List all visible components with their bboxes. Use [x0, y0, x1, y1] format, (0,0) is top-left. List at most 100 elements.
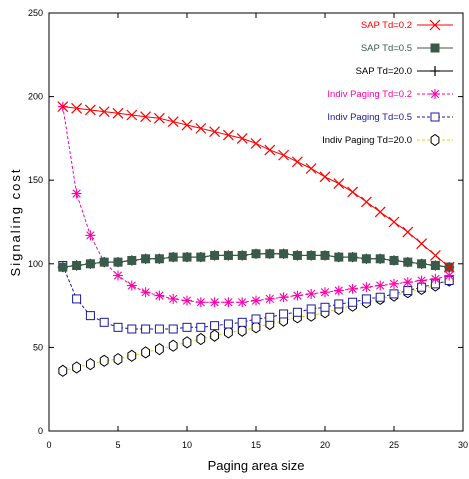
y-tick-label: 250 [28, 8, 43, 18]
data-point [182, 295, 192, 306]
data-point [72, 260, 82, 270]
data-point [182, 322, 192, 332]
data-point [237, 324, 247, 337]
data-point [223, 319, 233, 329]
data-point [141, 254, 151, 264]
data-point [237, 297, 248, 308]
data-point [375, 254, 385, 264]
y-tick-label: 50 [33, 342, 43, 352]
data-point [168, 324, 178, 334]
data-point [113, 257, 123, 267]
data-point [168, 339, 178, 352]
legend-marker [430, 43, 440, 53]
data-point [154, 324, 164, 334]
data-point [182, 252, 192, 262]
data-point [360, 196, 372, 208]
data-point [196, 322, 206, 332]
data-point [153, 112, 165, 124]
x-tick-label: 15 [251, 440, 261, 450]
data-point [141, 324, 151, 334]
legend-label: SAP Td=0.2 [361, 20, 412, 31]
data-point [389, 289, 399, 299]
data-point [251, 321, 261, 334]
data-point [403, 257, 413, 267]
data-point [417, 259, 427, 269]
data-point [416, 238, 428, 250]
data-point [57, 101, 69, 113]
data-point [155, 342, 164, 356]
y-tick-label: 0 [38, 426, 43, 436]
data-point [430, 273, 441, 284]
data-point [85, 259, 95, 269]
data-point [85, 311, 95, 321]
data-point [223, 297, 234, 308]
data-point [250, 137, 262, 149]
data-point [140, 111, 152, 123]
data-point [140, 287, 151, 298]
data-point [251, 249, 261, 259]
data-point [210, 321, 220, 331]
data-point [196, 252, 206, 262]
series-line [62, 280, 450, 372]
x-tick-label: 5 [115, 440, 120, 450]
data-point [71, 102, 83, 114]
legend-item: SAP Td=20.0 [356, 66, 453, 77]
legend-marker [430, 112, 440, 122]
data-point [320, 302, 330, 312]
data-point [127, 324, 137, 334]
data-point [251, 314, 261, 324]
data-point [429, 250, 441, 261]
data-point [113, 322, 123, 332]
y-tick-label: 100 [28, 259, 43, 269]
data-point [319, 171, 331, 183]
data-point [236, 132, 248, 144]
data-point [264, 293, 275, 304]
axes-layer: Paging area size Signaling cost [8, 12, 464, 473]
data-point [210, 329, 219, 342]
data-point [374, 206, 386, 218]
data-point [389, 278, 399, 289]
data-point [306, 250, 316, 260]
legend-marker [430, 89, 440, 99]
data-point [279, 309, 289, 319]
data-point [320, 250, 330, 260]
data-point [210, 250, 220, 260]
series-sap-td-0-5 [58, 249, 454, 272]
data-point [85, 230, 96, 241]
data-point [292, 290, 303, 301]
data-point [72, 361, 81, 374]
data-point [388, 216, 400, 228]
data-point [306, 288, 317, 299]
y-tick-label: 150 [28, 175, 43, 185]
data-point [113, 352, 123, 366]
data-point [334, 299, 344, 309]
legend-item: SAP Td=0.2 [361, 19, 453, 31]
data-point [333, 285, 344, 296]
data-point [182, 336, 192, 349]
x-tick-label: 30 [458, 440, 468, 450]
data-point [168, 293, 179, 304]
legend-item: Indiv Paging Td=0.5 [327, 112, 453, 123]
series-indiv-paging-td-0-5 [58, 260, 454, 334]
data-point [196, 332, 206, 346]
data-point [348, 297, 358, 307]
data-point [86, 357, 95, 371]
data-point [443, 261, 455, 273]
legend-item: SAP Td=0.5 [361, 43, 453, 54]
data-point [361, 294, 371, 304]
series-sap-td-0-2 [57, 101, 455, 273]
data-point [389, 255, 399, 265]
data-point [402, 277, 413, 288]
data-point [58, 364, 68, 377]
data-point [195, 122, 207, 134]
data-point [265, 312, 275, 322]
data-point [181, 119, 193, 131]
data-point [375, 292, 385, 302]
legend-marker [430, 66, 440, 76]
data-point [127, 255, 137, 265]
data-point [209, 126, 221, 138]
legend-item: Indiv Paging Td=20.0 [322, 133, 453, 147]
data-point [334, 252, 344, 262]
data-point [375, 280, 386, 291]
